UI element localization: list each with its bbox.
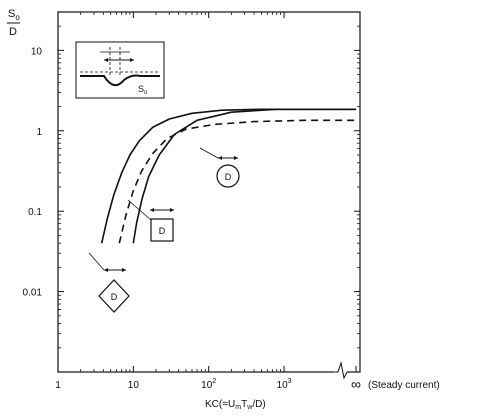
- y-tick-label: 0.1: [28, 207, 42, 218]
- circle-callout-arrow-head-right: [234, 156, 238, 160]
- x-infinity-label: ∞: [351, 376, 361, 392]
- y-label-denominator: D: [9, 26, 17, 38]
- diamond-callout-arrow-head-left: [104, 268, 108, 272]
- square-callout-shape: [150, 218, 174, 242]
- y-label-numerator: So: [8, 8, 20, 22]
- y-tick-label: 0.01: [23, 288, 43, 299]
- x-tick-label: 10: [128, 380, 140, 391]
- x-axis-label: KC(=UmTw/D): [205, 399, 266, 411]
- y-axis-label: So D: [7, 8, 20, 38]
- circle-callout-shape: [216, 164, 240, 188]
- square-callout-label: D: [159, 226, 166, 236]
- axis-break-mask: [333, 362, 347, 376]
- x-steady-current-note: (Steady current): [368, 380, 440, 391]
- square-callout-leader: [127, 199, 152, 221]
- diamond-callout-arrow-head-right: [122, 268, 126, 272]
- circle-callout-leader: [199, 147, 219, 159]
- inset-arrowhead-right: [130, 58, 134, 62]
- series-group: [100, 108, 356, 244]
- square-callout-arrow-head-left: [150, 208, 154, 212]
- series-line-1: [100, 108, 356, 244]
- y-tick-label: 10: [31, 46, 43, 57]
- y-tick-label: 1: [36, 127, 42, 138]
- inset-bed-profile: [80, 74, 160, 87]
- x-tick-label: 102: [201, 378, 216, 391]
- annotations: So D D D: [75, 41, 240, 313]
- x-tick-label: 1: [55, 380, 61, 391]
- inset-box: [75, 41, 165, 99]
- circle-callout-arrow-head-left: [218, 156, 222, 160]
- axis-ticks: 1 10 102 103 ∞ (Steady current) 0.01 0.1 1 10: [23, 11, 440, 392]
- square-callout-arrow-head-right: [170, 208, 174, 212]
- inset-scour-label: So: [138, 84, 148, 96]
- x-tick-label: 103: [277, 378, 292, 391]
- diamond-callout-leader: [88, 252, 105, 271]
- circle-callout-label: D: [225, 172, 232, 182]
- diamond-callout-label: D: [111, 292, 118, 302]
- inset-arrowhead-left: [104, 58, 108, 62]
- diamond-callout-shape: [98, 279, 130, 313]
- axis-break-symbol: [333, 361, 348, 380]
